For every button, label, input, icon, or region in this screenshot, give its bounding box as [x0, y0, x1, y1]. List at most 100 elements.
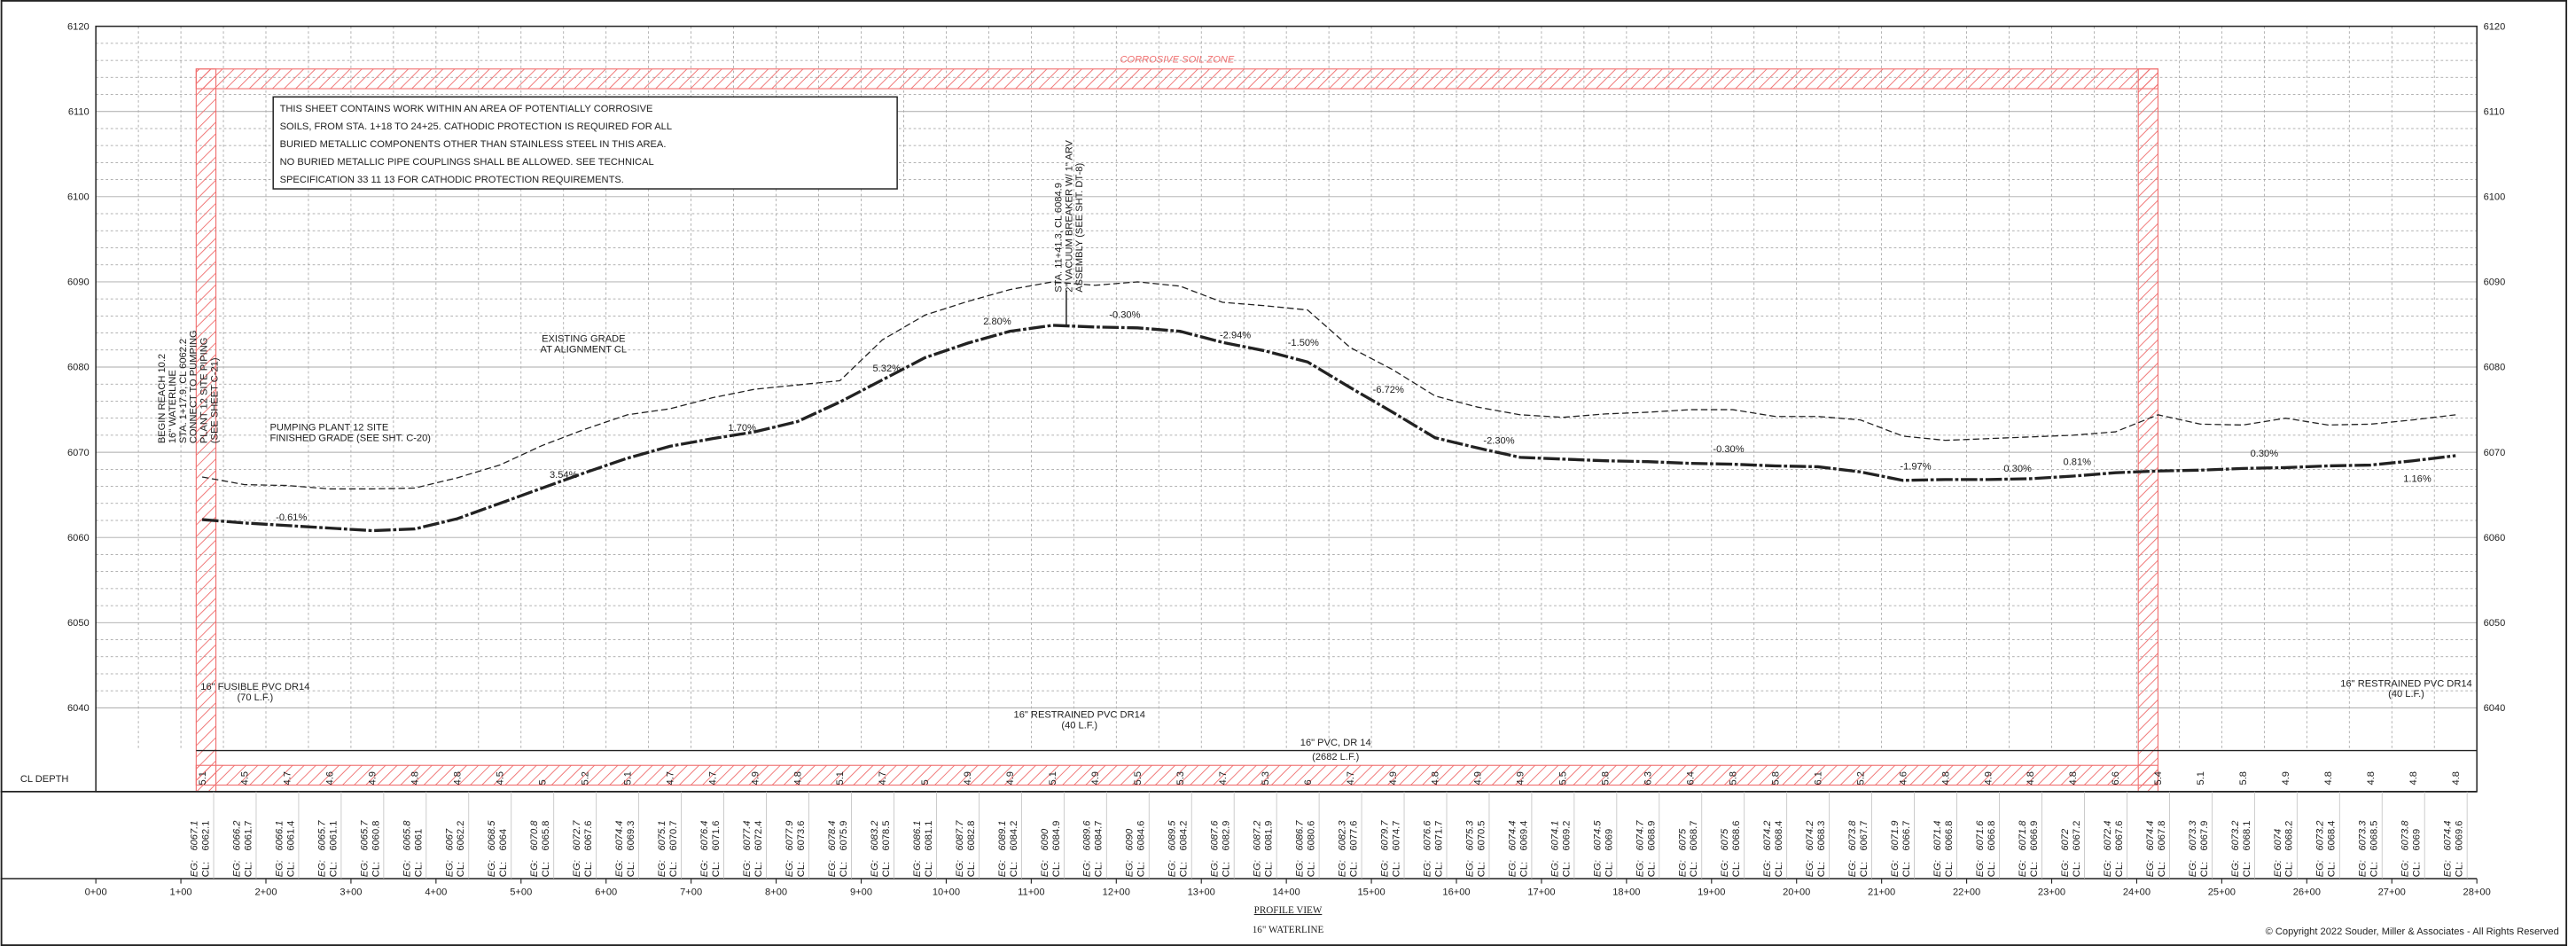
cl-value: 6061.1 [328, 821, 339, 851]
cl-prefix: CL: [1859, 862, 1870, 877]
cl-value: 6068.9 [1646, 821, 1657, 851]
cl-prefix: CL: [2157, 862, 2167, 877]
eg-value: 6087.7 [955, 820, 965, 851]
cl-depth: 5.1 [1048, 771, 1058, 785]
eg-prefix: EG: [1592, 860, 1603, 877]
grade-label: 0.30% [2251, 449, 2279, 459]
cl-value: 6075.9 [839, 821, 849, 851]
cl-depth: 5.4 [2153, 771, 2164, 785]
cl-value: 6067.7 [1859, 821, 1870, 851]
cl-value: 6077.6 [1349, 821, 1360, 851]
cl-value: 6061.7 [243, 821, 254, 851]
eg-prefix: EG: [955, 860, 965, 877]
eg-value: 6087.2 [1253, 820, 1263, 851]
eg-prefix: EG: [742, 860, 753, 877]
elev-label-left: 6050 [67, 618, 90, 629]
note-line: SPECIFICATION 33 11 13 FOR CATHODIC PROT… [280, 175, 624, 185]
cl-depth: 6.1 [1813, 771, 1823, 785]
elev-label-left: 6110 [68, 106, 90, 117]
eg-value: 6086.1 [912, 821, 923, 851]
cl-depth-label: CL DEPTH [20, 774, 69, 785]
eg-prefix: EG: [2103, 860, 2113, 877]
grade-label: -2.30% [1483, 436, 1514, 447]
eg-value: 6073.2 [2315, 820, 2326, 851]
grade-label: -6.72% [1373, 385, 1404, 395]
cl-value: 6067.8 [2157, 821, 2167, 851]
cl-prefix: CL: [2199, 862, 2210, 877]
cl-prefix: CL: [1774, 862, 1784, 877]
cl-depth: 4.9 [1983, 771, 1994, 785]
eg-prefix: EG: [529, 860, 540, 877]
eg-prefix: EG: [1295, 860, 1306, 877]
cl-prefix: CL: [2327, 862, 2338, 877]
station-label: 20+00 [1783, 887, 1810, 898]
cl-prefix: CL: [1518, 862, 1529, 877]
subtitle: 16" WATERLINE [1253, 925, 1324, 935]
cl-depth: 5.5 [1558, 771, 1569, 785]
eg-value: 6074.4 [2145, 821, 2156, 851]
eg-value: 6090 [1125, 828, 1136, 851]
callout-line: CONNECT TO PUMPING [189, 330, 199, 443]
eg-value: 6071.6 [1975, 820, 1986, 851]
eg-prefix: EG: [1932, 860, 1943, 877]
eg-value: 6072.7 [572, 820, 582, 851]
cl-depth: 6.6 [2111, 771, 2121, 785]
station-label: 17+00 [1527, 887, 1555, 898]
elev-label-right: 6070 [2484, 448, 2506, 458]
eg-prefix: EG: [1847, 860, 1858, 877]
eg-value: 6089.6 [1082, 820, 1093, 851]
cl-value: 6062.1 [200, 821, 211, 851]
cl-prefix: CL: [924, 862, 934, 877]
grade-label: 1.16% [2403, 474, 2432, 485]
eg-prefix: EG: [1464, 860, 1475, 877]
cl-value: 6067.2 [2072, 821, 2082, 851]
cl-prefix: CL: [1307, 862, 1317, 877]
eg-value: 6067 [444, 828, 455, 851]
eg-prefix: EG: [189, 860, 199, 877]
cl-depth: 5.2 [580, 771, 590, 785]
cl-value: 6069.2 [1561, 821, 1572, 851]
zone-bottom [195, 764, 2158, 786]
cl-value: 6072.4 [753, 821, 764, 851]
grade-label: -1.97% [1900, 461, 1931, 472]
eg-value: 6087.6 [1210, 820, 1221, 851]
station-label: 18+00 [1612, 887, 1640, 898]
cl-depth: 5.2 [1855, 771, 1866, 785]
cl-value: 6062.2 [456, 821, 466, 851]
station-label: 21+00 [1868, 887, 1895, 898]
cl-value: 6082.8 [966, 821, 977, 851]
cl-depth: 4.8 [2323, 771, 2334, 785]
cl-value: 6060.8 [371, 821, 381, 851]
cl-value: 6061.4 [285, 821, 296, 851]
cl-prefix: CL: [839, 862, 849, 877]
callout-line: 2" VACUUM BREAKER W/ 1" ARV [1064, 139, 1074, 292]
callout-line: (70 L.F.) [237, 692, 273, 703]
station-label: 5+00 [510, 887, 532, 898]
callout-line: FINISHED GRADE (SEE SHT. C-20) [269, 434, 431, 444]
eg-prefix: EG: [1380, 860, 1391, 877]
elev-label-left: 6060 [67, 533, 90, 543]
eg-prefix: EG: [1762, 860, 1773, 877]
cl-value: 6070.7 [668, 821, 679, 851]
callout-restrained1: 16" RESTRAINED PVC DR14(40 L.F.) [1014, 710, 1145, 731]
elev-label-right: 6110 [2484, 106, 2505, 117]
cl-prefix: CL: [1222, 862, 1232, 877]
cl-prefix: CL: [1009, 862, 1019, 877]
station-label: 28+00 [2463, 887, 2491, 898]
cl-value: 6068.7 [1689, 821, 1699, 851]
elev-label-right: 6060 [2484, 533, 2506, 543]
cl-depth: 4.9 [1516, 771, 1526, 785]
callout-line: 16" RESTRAINED PVC DR14 [2340, 678, 2471, 689]
cl-depth: 4.8 [410, 771, 421, 785]
eg-value: 6090 [1040, 828, 1050, 851]
eg-value: 6074.2 [1762, 820, 1773, 851]
grade-label: 3.54% [550, 470, 578, 481]
elev-label-left: 6080 [67, 363, 90, 373]
eg-prefix: EG: [614, 860, 625, 877]
cl-depth: 4.7 [1218, 771, 1229, 785]
callout-restrained2: 16" RESTRAINED PVC DR14(40 L.F.) [2340, 678, 2471, 700]
eg-value: 6077.9 [785, 821, 795, 851]
callout-line: ASSEMBLY (SEE SHT. DT-8) [1074, 163, 1085, 293]
cl-value: 6071.7 [1433, 821, 1444, 851]
cl-depth: 4.8 [453, 771, 464, 785]
